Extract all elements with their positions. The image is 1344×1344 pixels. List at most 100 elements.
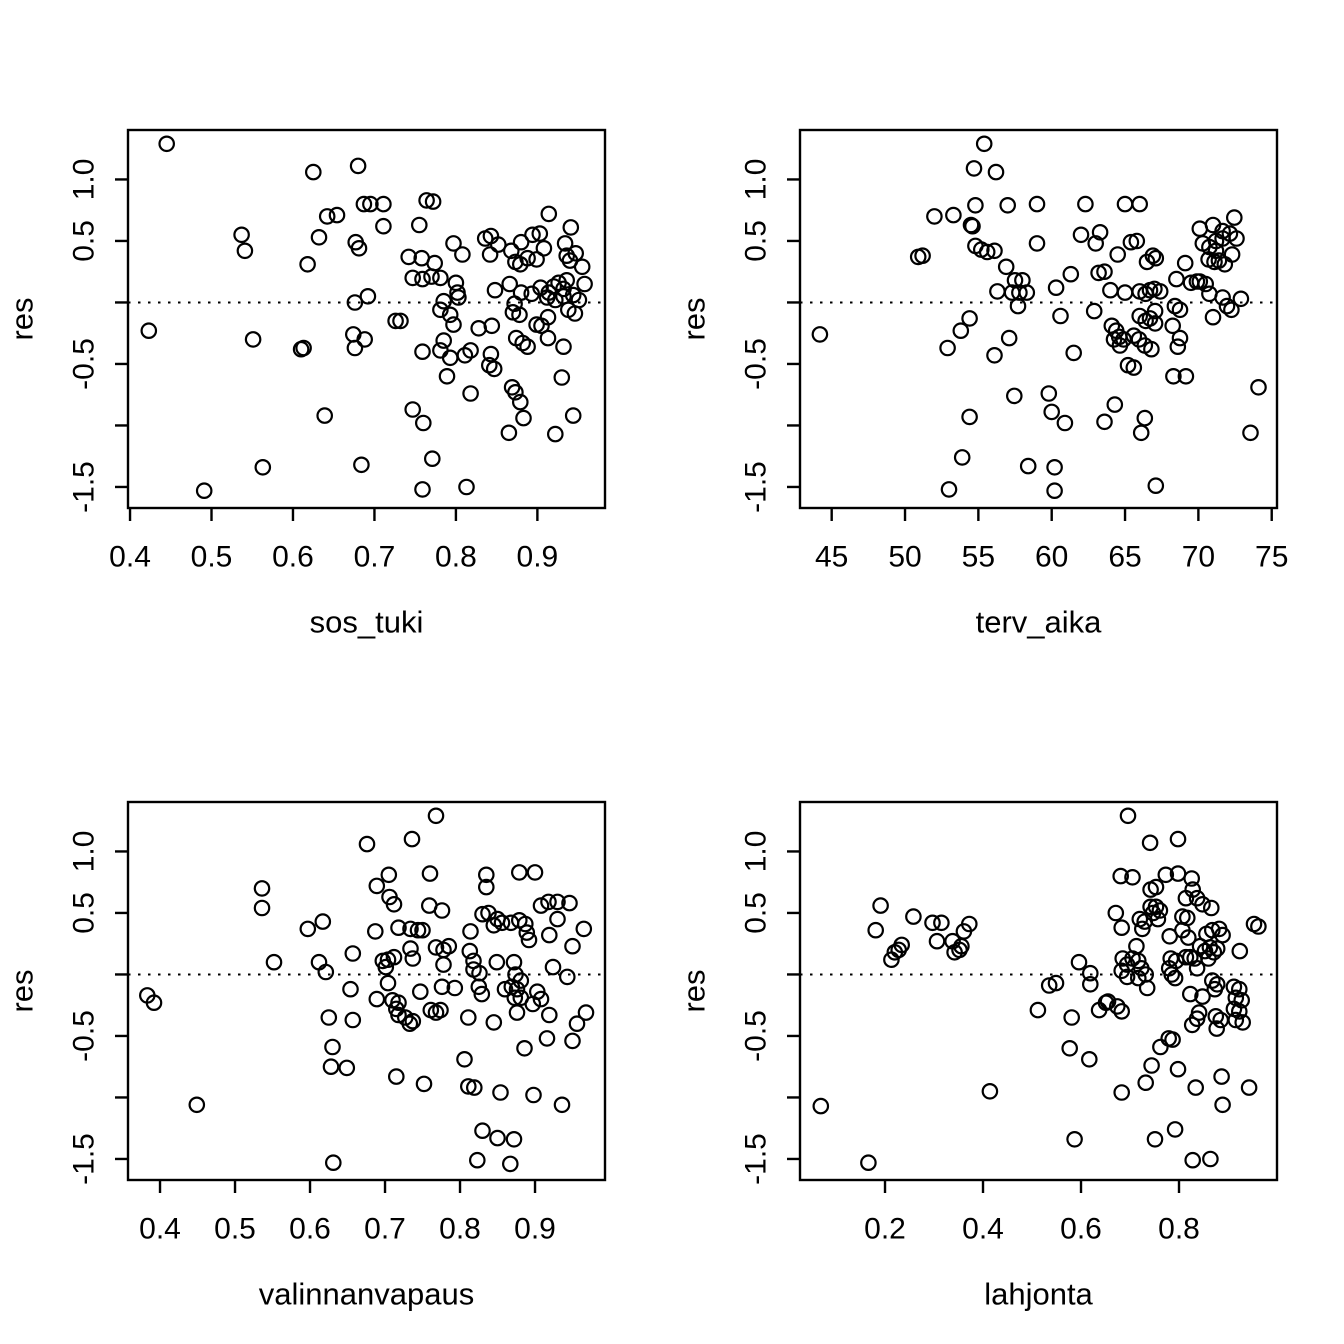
data-point	[953, 449, 971, 466]
data-point	[366, 923, 384, 940]
data-point	[1177, 367, 1195, 385]
data-point	[553, 369, 571, 386]
data-point	[514, 334, 531, 352]
data-point	[481, 246, 499, 263]
data-point	[1143, 340, 1160, 358]
data-point	[1144, 247, 1162, 264]
data-point	[304, 163, 322, 181]
data-point	[1087, 235, 1104, 252]
data-point	[981, 1083, 999, 1100]
data-point	[492, 1084, 509, 1101]
data-point	[423, 450, 441, 467]
data-point	[1231, 942, 1249, 960]
x-tick-label: 65	[1108, 541, 1141, 574]
data-point	[987, 163, 1005, 181]
data-point	[433, 978, 451, 996]
y-tick-label: 0.5	[68, 892, 101, 934]
data-point	[961, 310, 978, 327]
data-point	[1099, 993, 1117, 1010]
data-point	[435, 956, 452, 973]
data-point	[555, 338, 572, 355]
data-point	[477, 878, 495, 896]
data-point	[415, 1075, 433, 1093]
data-point	[524, 226, 541, 244]
x-tick-label: 0.8	[439, 1213, 481, 1246]
data-point	[905, 908, 922, 925]
data-point	[1204, 308, 1222, 326]
data-point	[1149, 910, 1167, 928]
data-point	[1047, 279, 1065, 296]
data-point	[1169, 830, 1187, 848]
data-point	[986, 346, 1003, 364]
data-point	[316, 407, 333, 424]
data-point	[540, 1006, 558, 1024]
data-point	[489, 236, 507, 253]
x-tick-label: 0.6	[1060, 1213, 1102, 1246]
y-tick-label: -1.5	[740, 461, 773, 513]
data-point	[1047, 974, 1065, 992]
data-point	[236, 242, 254, 260]
data-point	[344, 945, 362, 962]
data-point	[1214, 1096, 1231, 1114]
data-point	[1137, 1074, 1154, 1091]
data-point	[299, 920, 317, 938]
data-point	[265, 953, 283, 971]
scatter-plot-sos_tuki: 0.4 0.5 0.6 0.7 0.8 0.9 -1.5 -0.5 0.5 1.0 sos_tuki…	[5, 128, 607, 640]
data-point	[402, 940, 419, 957]
data-point	[392, 312, 409, 330]
data-point	[1005, 387, 1023, 405]
data-point	[1111, 337, 1129, 354]
data-point	[356, 331, 373, 348]
data-point	[1091, 224, 1109, 241]
data-point	[1188, 959, 1206, 977]
data-point	[328, 206, 346, 224]
data-point	[1143, 1057, 1160, 1074]
data-point	[1201, 939, 1219, 956]
y-tick-label: 1.0	[740, 831, 773, 873]
data-point	[427, 939, 445, 956]
data-point	[1113, 1084, 1130, 1101]
data-point	[1147, 477, 1165, 494]
data-point	[1250, 378, 1267, 396]
data-point	[924, 914, 941, 932]
data-point	[459, 1009, 477, 1026]
data-point	[1197, 275, 1214, 293]
scatter-plot-lahjonta: 0.2 0.4 0.6 0.8 -1.5 -0.5 0.5 1.0 lahjonta res	[677, 800, 1279, 1312]
data-point	[1066, 1131, 1083, 1148]
data-point	[978, 243, 996, 261]
data-point	[573, 258, 591, 276]
plot-box	[798, 800, 1279, 1182]
data-point	[511, 393, 529, 411]
data-point	[1184, 1151, 1201, 1169]
data-point	[488, 953, 506, 971]
x-tick-label: 0.4	[962, 1213, 1004, 1246]
data-point	[528, 251, 545, 268]
data-point	[1102, 281, 1119, 299]
data-point	[140, 322, 158, 339]
data-point	[1152, 1038, 1169, 1056]
data-point	[485, 1014, 503, 1031]
data-point	[342, 980, 359, 998]
data-point	[1166, 969, 1184, 987]
data-point	[512, 233, 530, 251]
data-point	[540, 205, 558, 223]
data-point	[474, 905, 491, 923]
data-point	[1130, 952, 1147, 970]
data-point	[445, 316, 462, 333]
data-point	[459, 1078, 477, 1095]
data-point	[1169, 1060, 1187, 1078]
data-point	[1113, 962, 1130, 980]
data-point	[1203, 899, 1220, 917]
data-point	[462, 385, 479, 402]
data-point	[414, 481, 431, 498]
data-point	[1065, 344, 1082, 362]
data-point	[1107, 904, 1125, 922]
data-point	[1227, 1011, 1245, 1029]
data-point	[314, 913, 332, 930]
data-point	[1204, 972, 1221, 989]
data-point	[531, 225, 549, 242]
data-point	[489, 1129, 506, 1147]
data-point	[926, 208, 943, 225]
data-point	[1250, 918, 1267, 935]
data-point	[353, 456, 370, 474]
